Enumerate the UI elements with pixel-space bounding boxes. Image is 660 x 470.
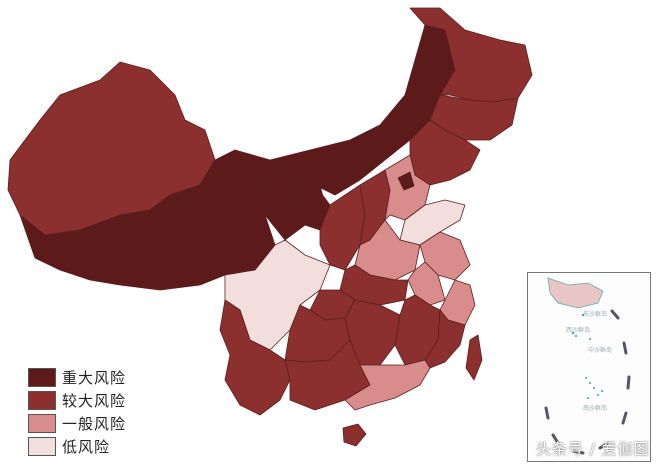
region-taiwan (465, 334, 483, 381)
region-ningxia (299, 179, 326, 211)
region-anhui (407, 261, 446, 306)
region-fujian (424, 309, 466, 369)
legend-label-larger: 较大风险 (62, 392, 127, 410)
legend-swatch-low (28, 437, 56, 456)
inset-map (544, 277, 631, 455)
legend-item-larger: 较大风险 (28, 389, 126, 412)
inset-label-dongsha: 东沙群岛 (583, 311, 608, 318)
region-shaanxi (319, 184, 366, 271)
legend-label-low: 低风险 (62, 438, 111, 456)
region-hainan (342, 423, 367, 447)
region-beijing-tianjin (397, 171, 415, 191)
island-dots (571, 313, 603, 399)
inset-label-nansha: 南沙群岛 (583, 405, 608, 412)
watermark-text: 头条号 / 爱伽图 (536, 440, 650, 458)
inset-label-xisha: 西沙群岛 (566, 327, 591, 334)
nine-dash-line (544, 309, 631, 455)
region-yunnan (219, 299, 291, 416)
legend-label-major: 重大风险 (62, 369, 127, 387)
legend-label-general: 一般风险 (62, 415, 127, 433)
inset-coastline (547, 277, 604, 309)
legend-item-major: 重大风险 (28, 366, 126, 389)
legend-item-general: 一般风险 (28, 412, 126, 435)
region-guangdong (344, 359, 431, 411)
legend-item-low: 低风险 (28, 435, 126, 458)
map-legend: 重大风险 较大风险 一般风险 低风险 (28, 366, 126, 458)
region-liaoning (409, 119, 481, 186)
inset-label-zhongsha: 中沙群岛 (588, 347, 613, 354)
legend-swatch-major (28, 368, 56, 387)
legend-swatch-larger (28, 391, 56, 410)
legend-swatch-general (28, 414, 56, 433)
south-china-sea-inset: 东沙群岛 西沙群岛 中沙群岛 南沙群岛 (527, 272, 651, 462)
